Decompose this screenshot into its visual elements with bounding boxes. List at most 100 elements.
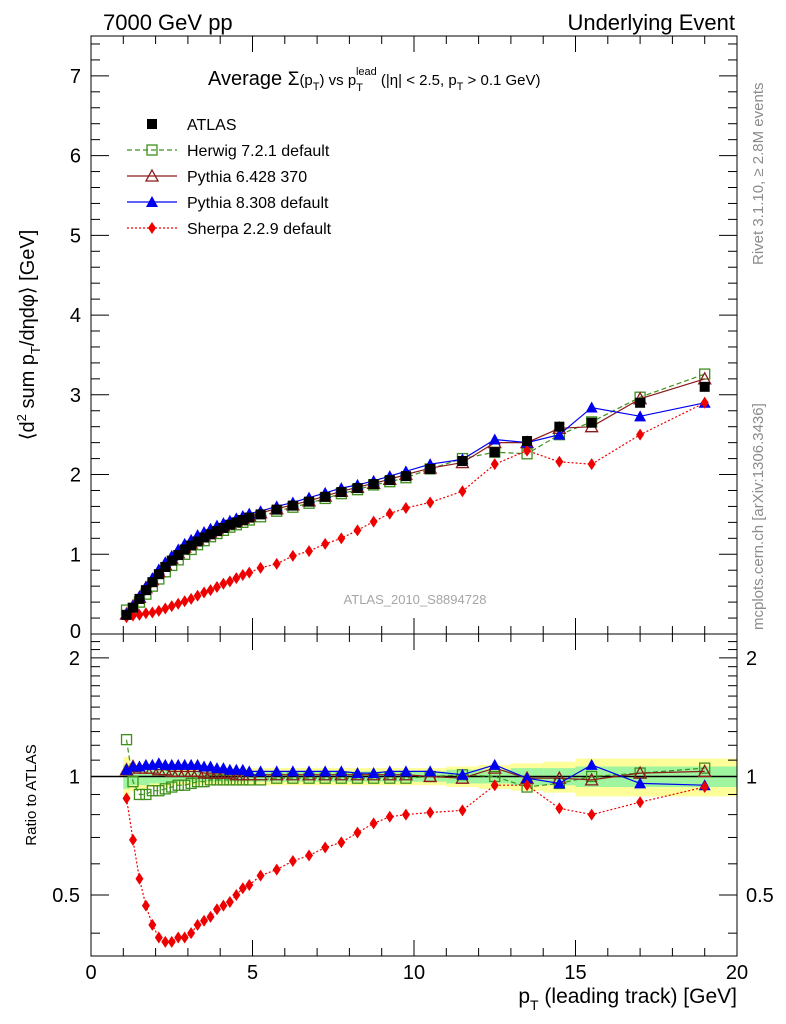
ratio-point-sherpa xyxy=(458,804,467,817)
legend-label-data: ATLAS xyxy=(187,117,237,134)
ratio-point-herwig xyxy=(172,779,184,791)
ratio-point-sherpa xyxy=(555,802,564,815)
main-point-data xyxy=(140,585,151,596)
ratio-point-herwig xyxy=(699,762,711,774)
main-point-sherpa xyxy=(587,458,596,471)
legend-label-pythia8: Pythia 8.308 default xyxy=(187,195,329,212)
main-point-data xyxy=(400,471,411,482)
mcplots-label: mcplots.cern.ch [arXiv:1306.3436] xyxy=(750,403,767,630)
main-point-sherpa xyxy=(636,428,645,441)
main-point-data xyxy=(368,479,379,490)
ratio-point-sherpa xyxy=(128,833,137,846)
ratio-point-herwig xyxy=(166,781,178,793)
legend-marker-pythia8 xyxy=(146,196,158,207)
main-point-sherpa xyxy=(161,602,170,615)
data-series xyxy=(119,368,712,948)
main-line-pythia6 xyxy=(126,378,705,615)
y-tick-label: 7 xyxy=(70,66,81,88)
legend-marker-sherpa xyxy=(148,222,156,234)
ratio-point-herwig xyxy=(153,785,165,797)
legend-marker-herwig xyxy=(146,144,158,156)
plot-title: Average Σ(pT) vs pTlead (|η| < 2.5, pT >… xyxy=(208,66,541,94)
legend-marker-data xyxy=(147,119,157,129)
main-point-pythia8 xyxy=(634,410,647,422)
legend: ATLAS Herwig 7.2.1 default Pythia 6.428 37… xyxy=(127,117,332,238)
x-tick-label: 5 xyxy=(247,962,258,984)
legend-label-pythia6: Pythia 6.428 370 xyxy=(187,169,307,186)
y-tick-label: 1 xyxy=(70,544,81,566)
ratio-point-pythia8 xyxy=(383,765,396,777)
legend-label-herwig: Herwig 7.2.1 default xyxy=(187,143,330,160)
main-point-data xyxy=(218,522,229,533)
ratio-point-herwig xyxy=(146,785,159,797)
ratio-point-pythia8 xyxy=(254,765,267,777)
main-point-data xyxy=(255,509,266,520)
y-tick-label: 3 xyxy=(70,385,81,407)
main-series-sherpa xyxy=(122,396,709,624)
main-point-sherpa xyxy=(458,485,467,498)
main-point-data xyxy=(554,421,565,432)
ratio-point-sherpa xyxy=(426,806,435,819)
ratio-y-tick-label-right: 2 xyxy=(746,648,757,670)
legend-label-sherpa: Sherpa 2.2.9 default xyxy=(187,221,332,238)
main-point-data xyxy=(244,512,255,523)
main-point-data xyxy=(192,536,203,547)
ratio-point-sherpa xyxy=(256,869,265,882)
ratio-y-tick-label-right: 1 xyxy=(746,766,757,788)
header-collision: 7000 GeV pp xyxy=(103,10,233,35)
main-point-data xyxy=(224,519,235,530)
ratio-y-tick-label-right: 0.5 xyxy=(746,885,774,907)
main-point-sherpa xyxy=(245,566,254,579)
y-tick-label: 2 xyxy=(70,465,81,487)
main-point-sherpa xyxy=(193,589,202,602)
ratio-point-pythia8 xyxy=(286,765,299,777)
ratio-point-sherpa xyxy=(523,779,532,792)
main-point-data xyxy=(635,397,646,408)
main-point-data xyxy=(384,475,395,486)
main-point-data xyxy=(160,562,171,573)
ratio-y-tick-label: 1 xyxy=(69,766,80,788)
ratio-point-pythia8 xyxy=(399,765,412,777)
main-series-herwig xyxy=(120,368,711,616)
ratio-point-sherpa xyxy=(305,849,314,862)
main-line-sherpa xyxy=(126,402,705,618)
main-point-sherpa xyxy=(180,595,189,608)
ratio-point-sherpa xyxy=(141,899,150,912)
ratio-point-pythia8 xyxy=(585,758,598,770)
ratio-point-herwig xyxy=(133,788,146,801)
main-point-sherpa xyxy=(523,444,532,457)
main-point-sherpa xyxy=(206,584,215,597)
ratio-point-sherpa xyxy=(135,872,144,885)
main-point-data xyxy=(147,577,158,588)
ratio-point-herwig xyxy=(211,774,223,786)
ratio-point-sherpa xyxy=(272,863,281,876)
main-point-data xyxy=(699,381,710,392)
main-series-data xyxy=(121,381,710,620)
main-point-sherpa xyxy=(369,515,378,528)
main-point-data xyxy=(231,517,242,528)
ratio-point-sherpa xyxy=(174,931,183,944)
ratio-point-sherpa xyxy=(700,781,709,794)
y-tick-label-zero: 0 xyxy=(70,621,81,643)
x-tick-label: 10 xyxy=(403,962,425,984)
main-point-sherpa xyxy=(385,507,394,520)
ratio-point-sherpa xyxy=(353,826,362,839)
ratio-point-sherpa xyxy=(636,796,645,809)
main-point-data xyxy=(127,602,138,613)
x-tick-label: 0 xyxy=(85,962,96,984)
ratio-axis-label: Ratio to ATLAS xyxy=(23,744,40,845)
main-point-data xyxy=(179,544,190,555)
main-point-data xyxy=(121,609,132,620)
ratio-point-sherpa xyxy=(167,935,176,948)
main-point-sherpa xyxy=(256,561,265,574)
ratio-point-sherpa xyxy=(385,810,394,823)
ratio-point-herwig xyxy=(159,783,171,795)
ratio-point-herwig xyxy=(217,774,230,786)
ratio-point-pythia6 xyxy=(697,764,712,778)
main-point-data xyxy=(586,417,597,428)
main-point-data xyxy=(153,569,164,580)
main-point-sherpa xyxy=(219,577,228,590)
main-point-data xyxy=(186,540,197,551)
ratio-point-sherpa xyxy=(238,882,247,895)
